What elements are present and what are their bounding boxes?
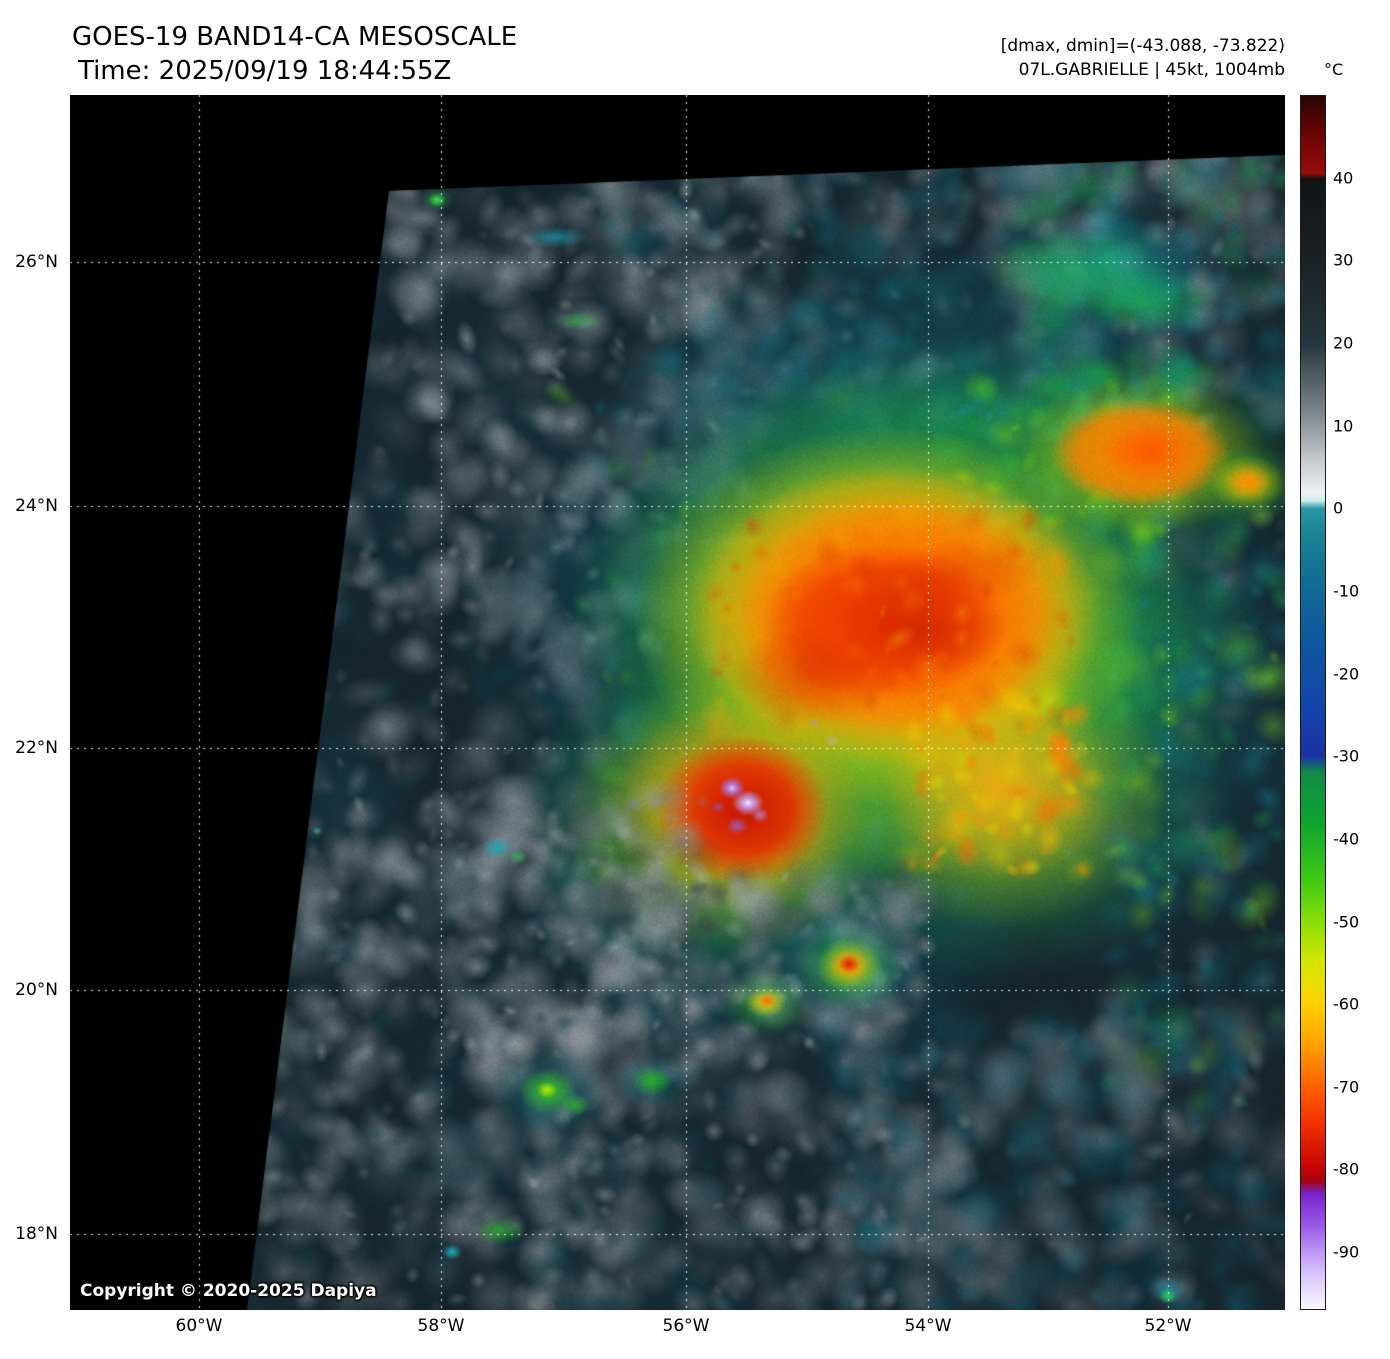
copyright-watermark: Copyright © 2020-2025 Dapiya — [80, 1281, 377, 1301]
colorbar-tick-label: 20 — [1333, 333, 1354, 353]
lat-tick-label: 22°N — [15, 738, 58, 758]
satellite-imagery-canvas — [70, 95, 1285, 1310]
lon-tick-label: 54°W — [904, 1316, 952, 1336]
colorbar-tick-label: -10 — [1333, 581, 1360, 601]
dmax-dmin-readout: [dmax, dmin]=(-43.088, -73.822) — [1000, 36, 1285, 56]
product-meta: [dmax, dmin]=(-43.088, -73.822) 07L.GABR… — [1001, 34, 1285, 82]
colorbar-tick-label: -80 — [1333, 1159, 1360, 1179]
colorbar-tick-label: -70 — [1333, 1077, 1360, 1097]
colorbar-tick-label: -30 — [1333, 746, 1360, 766]
lon-tick-label: 58°W — [417, 1316, 465, 1336]
colorbar-gradient — [1300, 95, 1326, 1310]
product-title: GOES-19 BAND14-CA MESOSCALE — [72, 22, 518, 52]
lat-tick-label: 26°N — [15, 252, 58, 272]
lon-tick-label: 56°W — [662, 1316, 710, 1336]
colorbar-tick-label: -90 — [1333, 1242, 1360, 1262]
colorbar-tick-label: -50 — [1333, 912, 1360, 932]
lat-tick-label: 24°N — [15, 496, 58, 516]
lon-tick-label: 60°W — [175, 1316, 223, 1336]
colorbar-tick-labels: 40 30 20 10 0 -10 -20 -30 -40 -50 -60 -70 -80 -90 — [1333, 0, 1389, 1359]
colorbar-tick-label: 40 — [1333, 168, 1354, 188]
latitude-axis-labels: 26°N 24°N 22°N 20°N 18°N — [0, 0, 64, 1359]
colorbar-unit: °C — [1324, 60, 1344, 79]
colorbar-tick-label: 10 — [1333, 416, 1354, 436]
colorbar-tick-label: -40 — [1333, 829, 1360, 849]
lon-tick-label: 52°W — [1144, 1316, 1192, 1336]
lat-tick-label: 20°N — [15, 980, 58, 1000]
storm-info: 07L.GABRIELLE | 45kt, 1004mb — [1018, 60, 1285, 80]
colorbar-tick-label: 30 — [1333, 250, 1354, 270]
colorbar-tick-label: 0 — [1333, 498, 1344, 518]
product-time: Time: 2025/09/19 18:44:55Z — [78, 56, 452, 86]
colorbar-tick-label: -20 — [1333, 664, 1360, 684]
colorbar-tick-label: -60 — [1333, 994, 1360, 1014]
lat-tick-label: 18°N — [15, 1224, 58, 1244]
longitude-axis-labels: 60°W 58°W 56°W 54°W 52°W — [0, 1316, 1390, 1346]
